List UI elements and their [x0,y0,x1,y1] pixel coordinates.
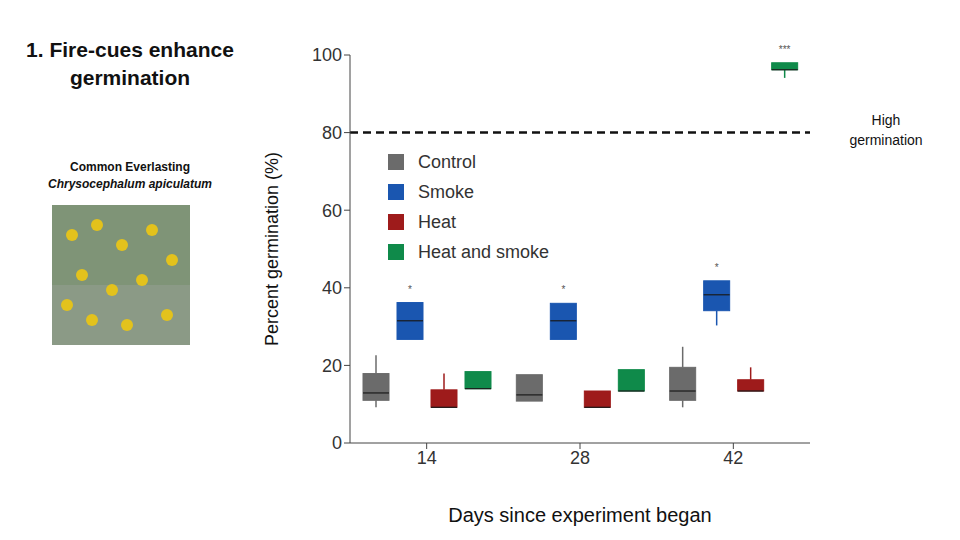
svg-text:0: 0 [332,433,342,453]
svg-text:20: 20 [322,356,342,376]
html-text:1. Fire-cues enhance germinati: 1. Fire-cues enhance germination [26,38,234,89]
html-text:High germination: High germination [849,112,923,148]
svg-text:*: * [715,262,719,273]
html-text:Heat and smoke: Heat and smoke [418,241,550,262]
svg-text:*: * [561,284,565,295]
html-text:Control: Control [418,151,476,172]
svg-text:*: * [408,284,412,295]
svg-text:100: 100 [312,45,342,65]
svg-text:14: 14 [417,448,437,468]
html-text:Heat: Heat [418,211,456,232]
html-text:Chrysocephalum apiculatum: Chrysocephalum apiculatum [48,177,212,191]
svg-text:Percent germination (%): Percent germination (%) [262,152,282,346]
svg-text:28: 28 [570,448,590,468]
svg-text:80: 80 [322,123,342,143]
html-text:Common Everlasting: Common Everlasting [70,160,190,174]
svg-text:42: 42 [723,448,743,468]
svg-text:60: 60 [322,201,342,221]
svg-text:40: 40 [322,278,342,298]
svg-text:Days since experiment began: Days since experiment began [448,504,711,526]
html-text:Smoke: Smoke [418,181,474,202]
svg-text:***: *** [779,44,791,55]
